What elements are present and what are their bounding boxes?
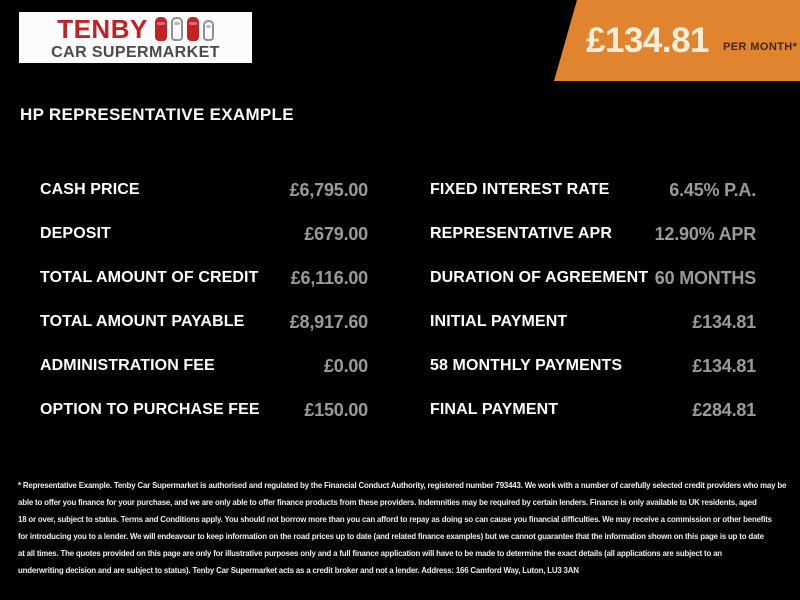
table-row: TOTAL AMOUNT OF CREDIT £6,116.00: [40, 256, 368, 300]
logo-top-row: TENBY: [57, 16, 214, 42]
finance-label: REPRESENTATIVE APR: [430, 225, 612, 242]
car-top-view-icon: [154, 17, 167, 41]
finance-label: OPTION TO PURCHASE FEE: [40, 401, 260, 418]
table-row: DEPOSIT £679.00: [40, 212, 368, 256]
finance-label: TOTAL AMOUNT PAYABLE: [40, 313, 245, 330]
logo-car-icons: [154, 17, 214, 41]
finance-column-left: CASH PRICE £6,795.00 DEPOSIT £679.00 TOT…: [40, 168, 368, 432]
price-period: PER MONTH*: [723, 40, 798, 53]
finance-label: TOTAL AMOUNT OF CREDIT: [40, 269, 259, 286]
table-row: REPRESENTATIVE APR 12.90% APR: [430, 212, 756, 256]
finance-value: 6.45% P.A.: [669, 179, 756, 200]
disclaimer-line: for introducing you to a lender. We will…: [18, 531, 764, 541]
car-top-view-icon: [170, 17, 183, 41]
brand-wordmark: TENBY: [57, 14, 148, 44]
finance-label: 58 MONTHLY PAYMENTS: [430, 357, 623, 374]
tenby-logo: TENBY CAR SUPERMARKET: [19, 12, 252, 63]
finance-value: £6,795.00: [289, 179, 368, 200]
finance-label: FIXED INTEREST RATE: [430, 181, 610, 198]
disclaimer: * Representative Example. Tenby Car Supe…: [18, 477, 787, 579]
price-amount: £134.81: [586, 21, 710, 60]
disclaimer-line: 18 or over, subject to status. Terms and…: [18, 514, 772, 524]
table-row: ADMINISTRATION FEE £0.00: [40, 344, 368, 388]
disclaimer-line: underwriting decision and are subject to…: [18, 565, 579, 575]
finance-value: £150.00: [304, 399, 368, 420]
finance-label: DURATION OF AGREEMENT: [430, 269, 649, 286]
table-row: TOTAL AMOUNT PAYABLE £8,917.60: [40, 300, 368, 344]
page-title: HP REPRESENTATIVE EXAMPLE: [20, 105, 294, 124]
table-row: FIXED INTEREST RATE 6.45% P.A.: [430, 168, 756, 212]
car-top-view-icon: [186, 17, 199, 41]
disclaimer-line: at all times. The quotes provided on thi…: [18, 548, 722, 558]
finance-value: £134.81: [692, 355, 756, 376]
finance-label: FINAL PAYMENT: [430, 401, 559, 418]
finance-label: INITIAL PAYMENT: [430, 313, 568, 330]
table-row: INITIAL PAYMENT £134.81: [430, 300, 756, 344]
brand-subtitle: CAR SUPERMARKET: [51, 44, 220, 61]
table-row: DURATION OF AGREEMENT 60 MONTHS: [430, 256, 756, 300]
price-banner: £134.81 PER MONTH*: [554, 0, 800, 81]
finance-value: 60 MONTHS: [654, 267, 756, 288]
disclaimer-line: * Representative Example. Tenby Car Supe…: [18, 480, 787, 490]
finance-value: £0.00: [323, 355, 368, 376]
finance-value: £284.81: [692, 399, 756, 420]
finance-label: ADMINISTRATION FEE: [40, 357, 215, 374]
finance-value: £134.81: [692, 311, 756, 332]
car-top-view-icon: [202, 20, 214, 41]
finance-value: £679.00: [304, 223, 368, 244]
finance-label: CASH PRICE: [40, 181, 140, 198]
table-row: FINAL PAYMENT £284.81: [430, 388, 756, 432]
disclaimer-line: able to offer you finance for your purch…: [18, 497, 757, 507]
table-row: CASH PRICE £6,795.00: [40, 168, 368, 212]
finance-value: 12.90% APR: [654, 223, 757, 244]
finance-value: £8,917.60: [289, 311, 368, 332]
finance-column-right: FIXED INTEREST RATE 6.45% P.A. REPRESENT…: [430, 168, 756, 432]
table-row: OPTION TO PURCHASE FEE £150.00: [40, 388, 368, 432]
finance-label: DEPOSIT: [40, 225, 111, 242]
finance-value: £6,116.00: [290, 267, 368, 288]
table-row: 58 MONTHLY PAYMENTS £134.81: [430, 344, 756, 388]
